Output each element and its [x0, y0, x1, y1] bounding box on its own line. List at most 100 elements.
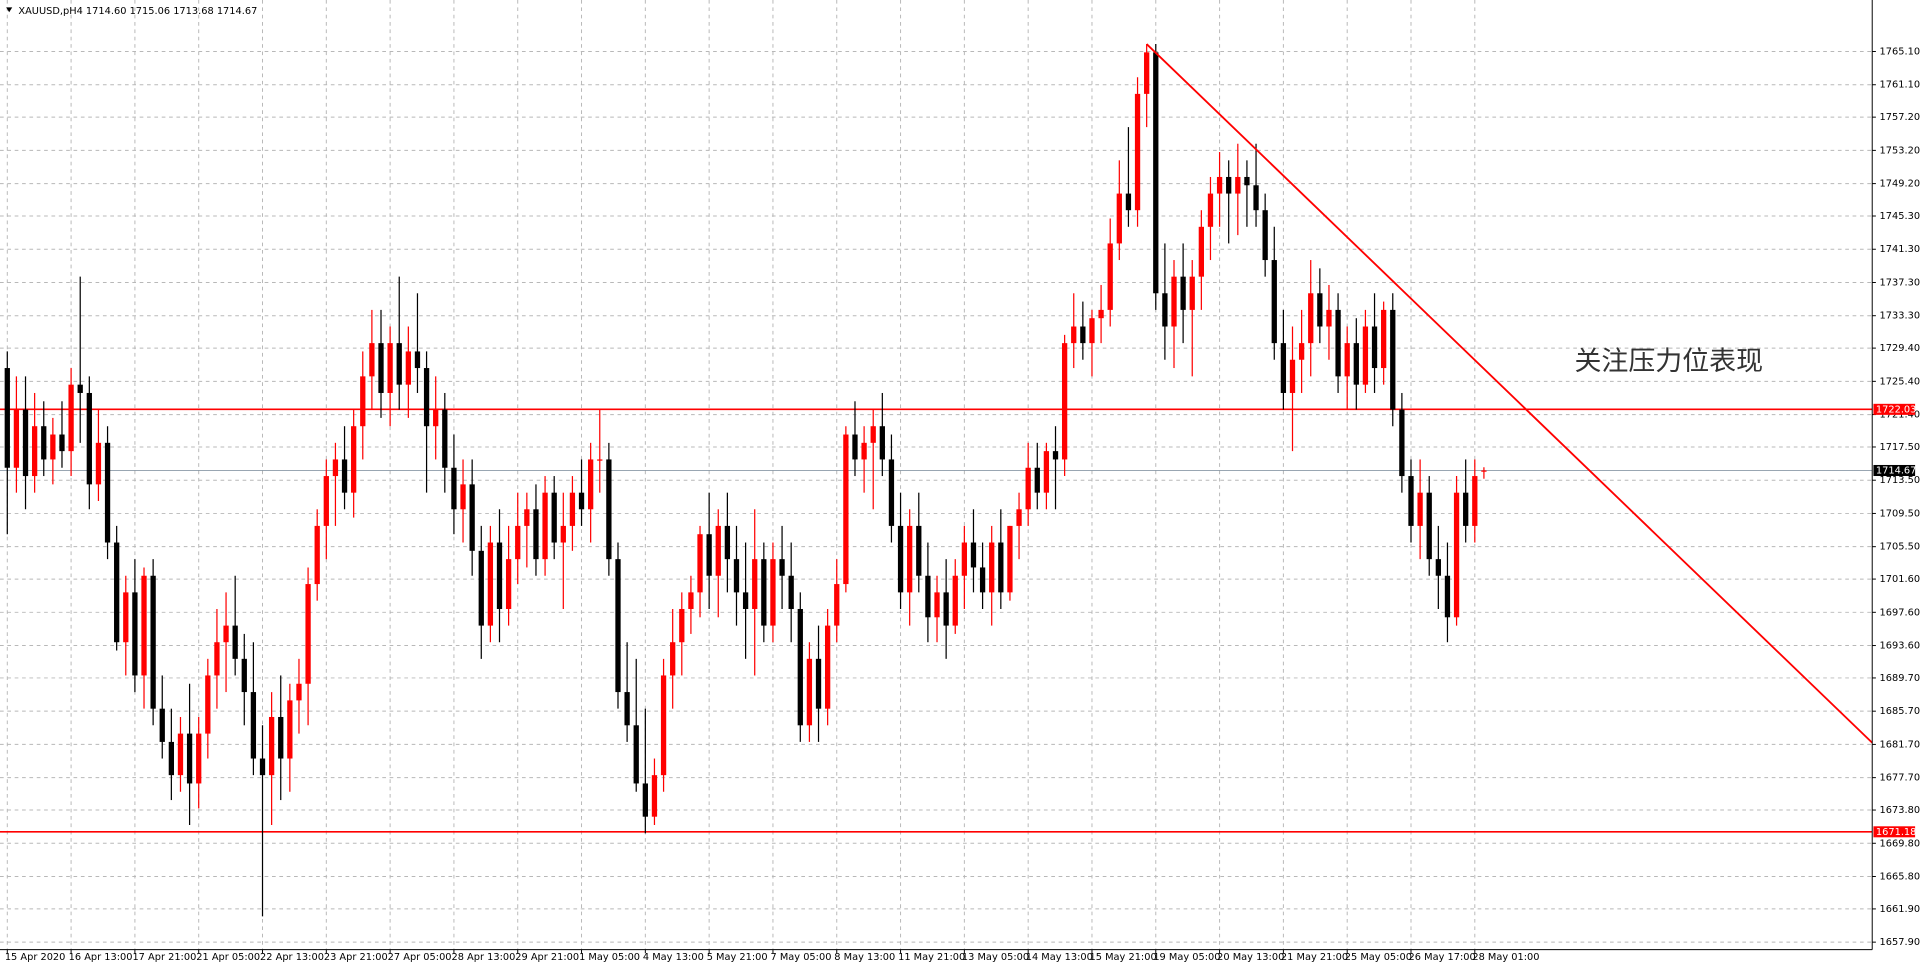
- x-tick-label: 1 May 05:00: [579, 952, 640, 963]
- candle-body: [660, 675, 667, 776]
- y-tick-label: 1737.30: [1880, 277, 1920, 288]
- candle-body: [1298, 343, 1305, 360]
- candle-body: [1326, 309, 1332, 327]
- candle-body: [41, 426, 47, 460]
- candle-body: [633, 725, 639, 784]
- candle-body: [1244, 176, 1250, 186]
- candle-body: [1144, 52, 1150, 94]
- candle-body: [268, 716, 275, 776]
- candle-body: [1216, 176, 1223, 194]
- candle-body: [1207, 193, 1214, 227]
- candle-body: [1016, 509, 1022, 526]
- y-tick-label: 1669.80: [1880, 838, 1920, 849]
- x-tick-label: 11 May 21:00: [898, 952, 965, 963]
- candle-body: [1226, 176, 1232, 194]
- x-tick-label: 28 May 01:00: [1472, 952, 1539, 963]
- candle-body: [22, 409, 29, 477]
- candle-body: [505, 559, 512, 609]
- candle-body: [560, 525, 566, 543]
- x-tick-label: 13 May 05:00: [962, 952, 1029, 963]
- y-tick-label: 1657.90: [1880, 937, 1920, 948]
- candle-body: [314, 525, 320, 585]
- y-tick-label: 1713.50: [1880, 475, 1920, 486]
- x-tick-label: 19 May 05:00: [1153, 952, 1220, 963]
- candle-body: [1071, 326, 1077, 344]
- y-tick-label: 1661.90: [1880, 904, 1920, 915]
- candle-body: [141, 575, 147, 676]
- candle-body: [341, 459, 348, 493]
- marks: [0, 43, 1873, 917]
- candle-body: [1080, 326, 1086, 344]
- y-tick-label: 1701.60: [1880, 574, 1920, 585]
- candle-body: [132, 592, 138, 676]
- x-tick-label: 21 Apr 05:00: [196, 952, 260, 963]
- y-tick-label: 1705.50: [1880, 542, 1920, 553]
- candle-body: [1399, 409, 1405, 477]
- candle-body: [797, 608, 803, 726]
- candle-body: [934, 592, 940, 618]
- y-tick-label: 1693.60: [1880, 641, 1920, 652]
- x-tick-label: 27 Apr 05:00: [388, 952, 452, 963]
- candle-body: [679, 608, 685, 643]
- x-tick-label: 8 May 13:00: [834, 952, 895, 963]
- candle-body: [715, 525, 721, 576]
- candle-body: [943, 592, 949, 626]
- candle-body: [979, 567, 986, 593]
- x-tick-label: 17 Apr 21:00: [132, 952, 196, 963]
- y-tick-label: 1753.20: [1880, 145, 1920, 156]
- candle-body: [779, 559, 785, 576]
- candle-body: [597, 459, 603, 461]
- candle-body: [1381, 309, 1387, 369]
- y-tick-label: 1677.70: [1880, 773, 1920, 784]
- candle-body: [569, 492, 576, 526]
- candle-body: [961, 542, 968, 576]
- candle-body: [524, 509, 530, 526]
- candle-body: [998, 542, 1004, 593]
- chart-title: XAUUSD,pH4 1714.60 1715.06 1713.68 1714.…: [18, 6, 257, 17]
- y-tick-label: 1741.30: [1880, 244, 1920, 255]
- candle-body: [688, 592, 694, 609]
- candle-body: [1353, 343, 1359, 385]
- y-tick-label: 1729.40: [1880, 343, 1920, 354]
- y-tick-label: 1733.30: [1880, 311, 1920, 322]
- candle-body: [642, 783, 648, 817]
- candle-body: [788, 575, 794, 609]
- menu-arrow[interactable]: [6, 7, 13, 13]
- candle-body: [168, 741, 175, 776]
- x-tick-label: 29 Apr 21:00: [515, 952, 579, 963]
- candle-body: [114, 542, 120, 643]
- candle-body: [13, 409, 20, 468]
- candle-body: [223, 625, 229, 643]
- candle-body: [196, 733, 202, 784]
- candle-body: [578, 492, 585, 510]
- candle-body: [1025, 467, 1031, 510]
- level-label: 1671.18: [1876, 827, 1917, 838]
- y-tick-label: 1725.40: [1880, 376, 1920, 387]
- x-tick-label: 16 Apr 13:00: [69, 952, 133, 963]
- candle-body: [387, 343, 393, 393]
- candle-body: [752, 559, 758, 609]
- candle-body: [369, 343, 375, 377]
- x-tick-label: 20 May 13:00: [1217, 952, 1284, 963]
- y-tick-label: 1749.20: [1880, 179, 1920, 190]
- candle-body: [1198, 226, 1204, 277]
- candle-body: [1453, 492, 1460, 618]
- candle-body: [897, 525, 904, 593]
- candle-body: [533, 509, 539, 560]
- candle-body: [1481, 470, 1487, 472]
- candle-body: [1007, 525, 1013, 593]
- candle-body: [1362, 326, 1369, 385]
- candle-body: [670, 642, 676, 676]
- candle-body: [296, 683, 302, 701]
- candle-body: [442, 409, 448, 468]
- candle-body: [250, 692, 257, 759]
- candle-body: [1171, 276, 1177, 327]
- candle-body: [1444, 575, 1451, 618]
- candle-body: [697, 534, 703, 593]
- candle-body: [1435, 559, 1441, 576]
- candle-body: [724, 525, 731, 560]
- candle-body: [1417, 492, 1423, 526]
- candle-body: [1335, 309, 1341, 377]
- candle-body: [50, 434, 56, 460]
